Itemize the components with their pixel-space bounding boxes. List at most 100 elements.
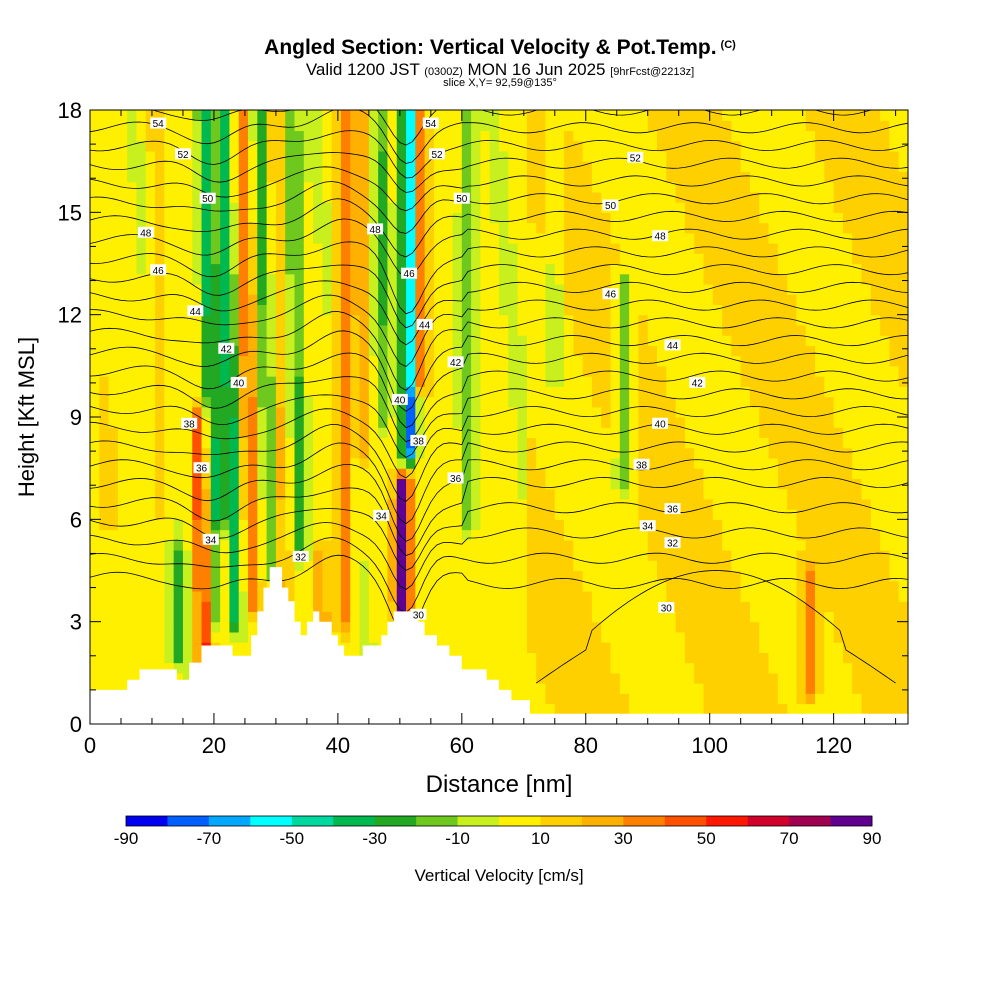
velocity-cell <box>852 130 863 142</box>
velocity-cell <box>396 386 407 398</box>
velocity-cell <box>443 560 454 572</box>
velocity-cell <box>740 365 751 377</box>
velocity-cell <box>192 294 203 306</box>
velocity-cell <box>331 488 342 500</box>
velocity-cell <box>313 386 323 398</box>
velocity-cell <box>833 550 844 561</box>
velocity-cell <box>452 457 463 469</box>
velocity-cell <box>108 427 119 439</box>
velocity-cell <box>136 601 147 613</box>
velocity-cell <box>852 386 863 398</box>
velocity-cell <box>192 263 203 275</box>
velocity-cell <box>220 130 231 142</box>
velocity-cell <box>591 703 602 715</box>
velocity-cell <box>684 417 695 428</box>
velocity-cell <box>108 396 119 408</box>
velocity-cell <box>824 417 835 428</box>
velocity-cell <box>443 304 454 316</box>
velocity-cell <box>257 601 268 613</box>
velocity-cell <box>694 539 705 551</box>
velocity-cell <box>229 314 240 326</box>
velocity-cell <box>378 324 389 336</box>
velocity-cell <box>666 130 677 142</box>
velocity-cell <box>238 580 249 592</box>
velocity-cell <box>777 457 788 469</box>
velocity-cell <box>350 283 361 295</box>
velocity-cell <box>684 273 695 285</box>
velocity-cell <box>192 150 203 162</box>
velocity-cell <box>657 161 667 172</box>
velocity-cell <box>164 417 175 428</box>
velocity-cell <box>573 427 584 439</box>
velocity-cell <box>777 590 788 602</box>
velocity-cell <box>629 642 640 653</box>
velocity-cell <box>768 294 779 306</box>
velocity-cell <box>313 232 323 244</box>
velocity-cell <box>796 232 807 244</box>
velocity-cell <box>591 590 602 602</box>
velocity-cell <box>796 181 807 193</box>
velocity-cell <box>647 550 658 561</box>
velocity-cell <box>564 488 574 500</box>
velocity-cell <box>638 550 649 561</box>
velocity-cell <box>824 693 835 705</box>
velocity-cell <box>433 140 444 152</box>
velocity-cell <box>647 150 658 162</box>
velocity-cell <box>210 631 221 643</box>
velocity-cell <box>703 324 714 336</box>
velocity-cell <box>703 447 714 459</box>
velocity-cell <box>145 386 156 398</box>
velocity-cell <box>526 243 537 254</box>
velocity-cell <box>266 447 277 459</box>
velocity-cell <box>694 693 705 705</box>
velocity-cell <box>582 539 593 551</box>
velocity-cell <box>424 468 435 479</box>
velocity-cell <box>461 560 472 572</box>
velocity-cell <box>108 376 119 387</box>
velocity-cell <box>275 314 286 326</box>
velocity-cell <box>415 365 426 377</box>
velocity-cell <box>657 294 667 306</box>
velocity-cell <box>684 232 695 244</box>
velocity-cell <box>536 601 547 613</box>
velocity-cell <box>573 212 584 224</box>
velocity-cell <box>731 355 742 367</box>
velocity-cell <box>722 683 732 694</box>
velocity-cell <box>768 202 779 213</box>
velocity-cell <box>99 171 110 183</box>
velocity-cell <box>471 130 482 142</box>
velocity-cell <box>164 253 175 265</box>
velocity-cell <box>554 181 565 193</box>
velocity-cell <box>833 283 844 295</box>
velocity-cell <box>657 191 667 203</box>
velocity-cell <box>424 427 435 439</box>
velocity-cell <box>378 396 389 408</box>
velocity-cell <box>545 283 556 295</box>
velocity-cell <box>657 263 667 275</box>
velocity-cell <box>824 672 835 684</box>
velocity-cell <box>201 539 212 551</box>
velocity-cell <box>666 457 677 469</box>
velocity-cell <box>257 498 268 510</box>
velocity-cell <box>164 498 175 510</box>
velocity-cell <box>145 130 156 142</box>
velocity-cell <box>842 212 853 224</box>
velocity-cell <box>768 590 779 602</box>
velocity-cell <box>173 202 184 213</box>
velocity-cell <box>424 437 435 449</box>
velocity-cell <box>368 110 379 121</box>
velocity-cell <box>452 365 463 377</box>
velocity-cell <box>480 396 491 408</box>
velocity-cell <box>564 611 574 623</box>
velocity-cell <box>452 243 463 254</box>
velocity-cell <box>192 611 203 623</box>
velocity-cell <box>294 447 305 459</box>
velocity-cell <box>331 437 342 449</box>
velocity-cell <box>601 253 612 265</box>
velocity-cell <box>471 355 482 367</box>
velocity-cell <box>248 457 258 469</box>
velocity-cell <box>526 140 537 152</box>
velocity-cell <box>303 396 314 408</box>
velocity-cell <box>378 468 389 479</box>
velocity-cell <box>666 703 677 715</box>
